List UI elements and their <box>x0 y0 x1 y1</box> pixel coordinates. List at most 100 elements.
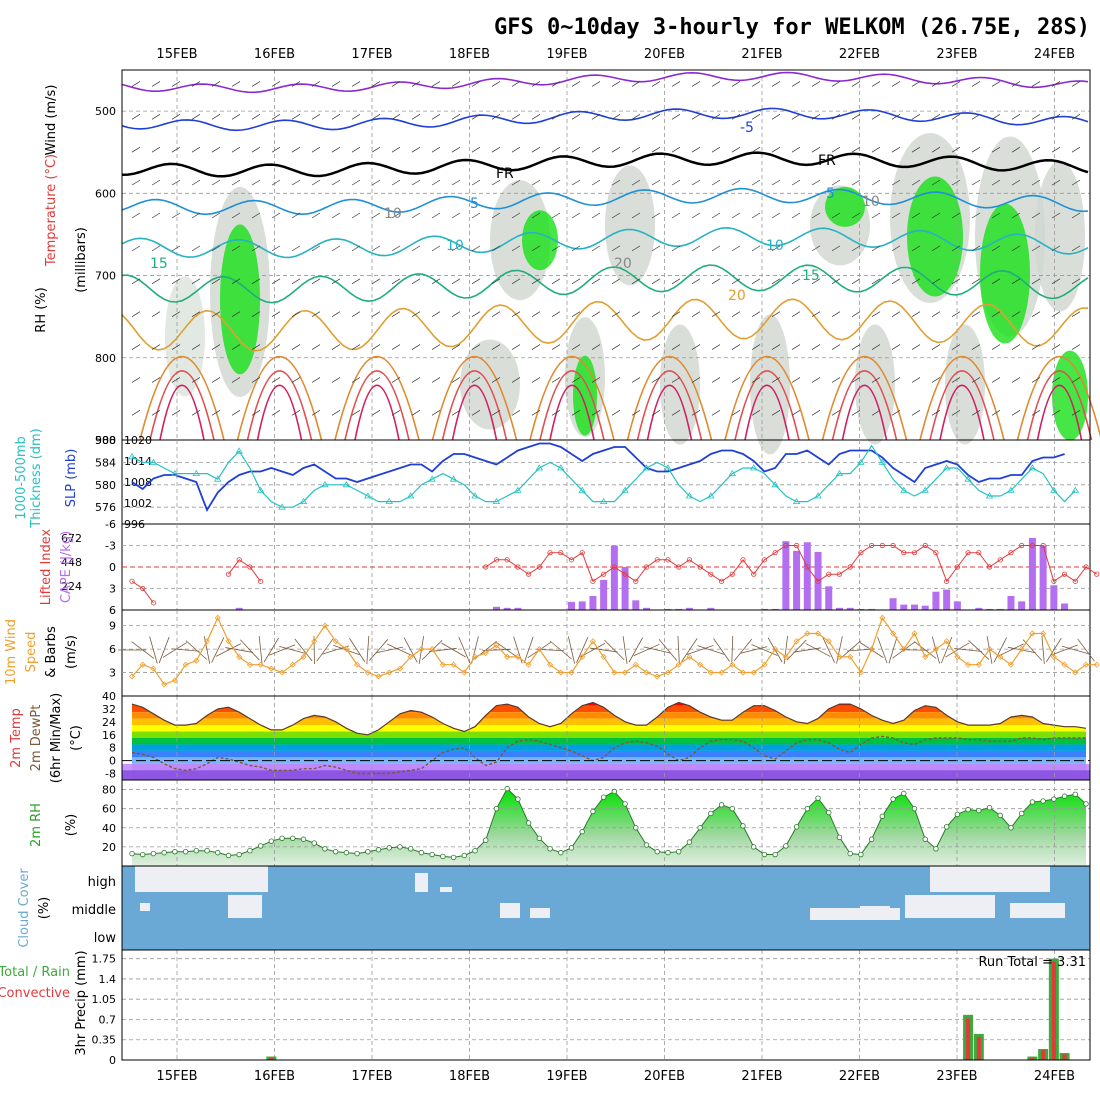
wind-barb-595 <box>1071 278 1081 285</box>
wind-barb-509 <box>911 344 921 350</box>
rh-shading-12 <box>165 276 205 397</box>
wind-barb-551 <box>991 278 1001 285</box>
wind-barb-388 <box>691 344 701 350</box>
warm-contour-58 <box>636 370 703 441</box>
wind-speed-point-956 <box>804 630 811 637</box>
wind-barb-392 <box>711 114 721 120</box>
wind-barb-483 <box>871 212 881 219</box>
wind-barb-599 <box>1071 410 1081 416</box>
wind-barb-367 <box>651 377 661 383</box>
rh-point-1111 <box>943 824 950 830</box>
wind-speed-point-899 <box>193 657 200 664</box>
lifted-index-point-755 <box>751 571 757 577</box>
wind-barb-567 <box>1031 81 1041 87</box>
wind-barb-190 <box>331 344 341 350</box>
wind-barb-247 <box>431 410 441 416</box>
wind-barb-488 <box>871 377 881 383</box>
wind-barb-10m-879 <box>945 642 970 658</box>
cloud-block-1133 <box>530 908 550 918</box>
wind-speed-point-925 <box>471 653 479 660</box>
wind-barb-460 <box>831 179 841 186</box>
wind-barb-431 <box>771 311 781 317</box>
wind-barb-445 <box>791 410 801 416</box>
rh-point-1041 <box>193 848 200 854</box>
lifted-index-point-764 <box>847 564 853 570</box>
thickness-point-659 <box>1028 464 1037 471</box>
wind-speed-point-970 <box>954 653 961 660</box>
wind-barb-10m-850 <box>633 643 660 657</box>
cloud-block-1132 <box>500 903 520 918</box>
wind-barb-468 <box>851 81 861 87</box>
warm-contour-64 <box>831 370 898 441</box>
thickness-point-618 <box>149 458 158 465</box>
lifted-index-point-757 <box>772 550 778 556</box>
rh-point-1077 <box>579 828 585 835</box>
wind-barb-10m-890 <box>1061 645 1089 655</box>
rh-point-1037 <box>150 850 157 857</box>
wind-barb-113 <box>191 344 201 350</box>
cape-bar-718 <box>1061 603 1069 610</box>
wind-barb-10m-828 <box>403 637 418 663</box>
date-label-top: 23FEB <box>936 47 977 62</box>
lifted-index-point-744 <box>633 578 639 584</box>
wind-barb-314 <box>571 81 581 87</box>
lifted-index-point-748 <box>676 564 682 570</box>
lifted-index-point-773 <box>944 578 950 584</box>
wind-barb-532 <box>951 377 961 383</box>
wind-barb-294 <box>531 146 541 153</box>
wind-barb-363 <box>651 245 661 252</box>
wind-speed-point-981 <box>1072 669 1079 676</box>
wind-barb-97 <box>171 179 181 186</box>
wind-speed-point-953 <box>772 646 779 653</box>
rh-point-1102 <box>847 850 853 857</box>
wind-barb-591 <box>1071 146 1081 153</box>
wind-barb-411 <box>731 377 741 383</box>
wind-speed-point-969 <box>943 638 950 645</box>
wind-barb-281 <box>511 81 521 87</box>
thickness-point-632 <box>449 475 458 482</box>
wind-barb-209 <box>371 245 381 252</box>
wind-barb-298 <box>531 278 541 285</box>
wind-speed-point-961 <box>857 669 864 676</box>
wind-speed-point-949 <box>729 661 736 668</box>
wind-barb-10m-808 <box>185 640 207 660</box>
rh-point-1062 <box>418 849 425 856</box>
contour-label: FR <box>818 153 836 169</box>
wind-barb-10m-857 <box>713 638 730 662</box>
lifted-index-point-756 <box>761 557 768 563</box>
cape-bar-711 <box>986 608 994 610</box>
thickness-point-642 <box>664 464 672 471</box>
precip-tick: 0 <box>109 1054 116 1067</box>
rh-point-1057 <box>365 848 371 855</box>
wind-barb-526 <box>951 179 961 186</box>
wind-barb-282 <box>511 114 521 120</box>
wind-speed-point-903 <box>236 653 243 660</box>
wind-barb-390 <box>691 410 701 416</box>
lifted-index-point-745 <box>643 564 650 570</box>
thickness-point-654 <box>921 486 929 493</box>
temperature-band-992 <box>132 731 1086 738</box>
rh-point-1103 <box>858 851 864 858</box>
cloud-block-1130 <box>930 866 1050 892</box>
wind-barb-558 <box>1011 146 1021 153</box>
wind-speed-point-900 <box>203 638 211 645</box>
wind-barb-485 <box>871 278 881 285</box>
temperature-band-996 <box>132 757 1086 764</box>
wind-barb-172 <box>311 114 321 120</box>
wind-barb-506 <box>911 245 921 252</box>
wind-barb-350 <box>631 179 641 186</box>
cape-bar-679 <box>514 607 522 610</box>
precip-tick: 0.7 <box>99 1013 117 1026</box>
lifted-index-point-723 <box>129 578 135 584</box>
wind-barb-559 <box>1011 179 1021 186</box>
wind-barb-76 <box>131 212 141 219</box>
wind-barb-408 <box>731 278 741 285</box>
lifted-index-point-786 <box>1083 564 1089 570</box>
contour-label: 10 <box>862 194 880 210</box>
wind-barb-10m-810 <box>211 637 225 663</box>
wind-barb-554 <box>991 377 1001 383</box>
contour-label: 15 <box>150 256 168 272</box>
wind-barb-495 <box>891 245 901 252</box>
wind-speed-point-913 <box>343 646 350 653</box>
warm-contour-66 <box>919 356 1005 441</box>
